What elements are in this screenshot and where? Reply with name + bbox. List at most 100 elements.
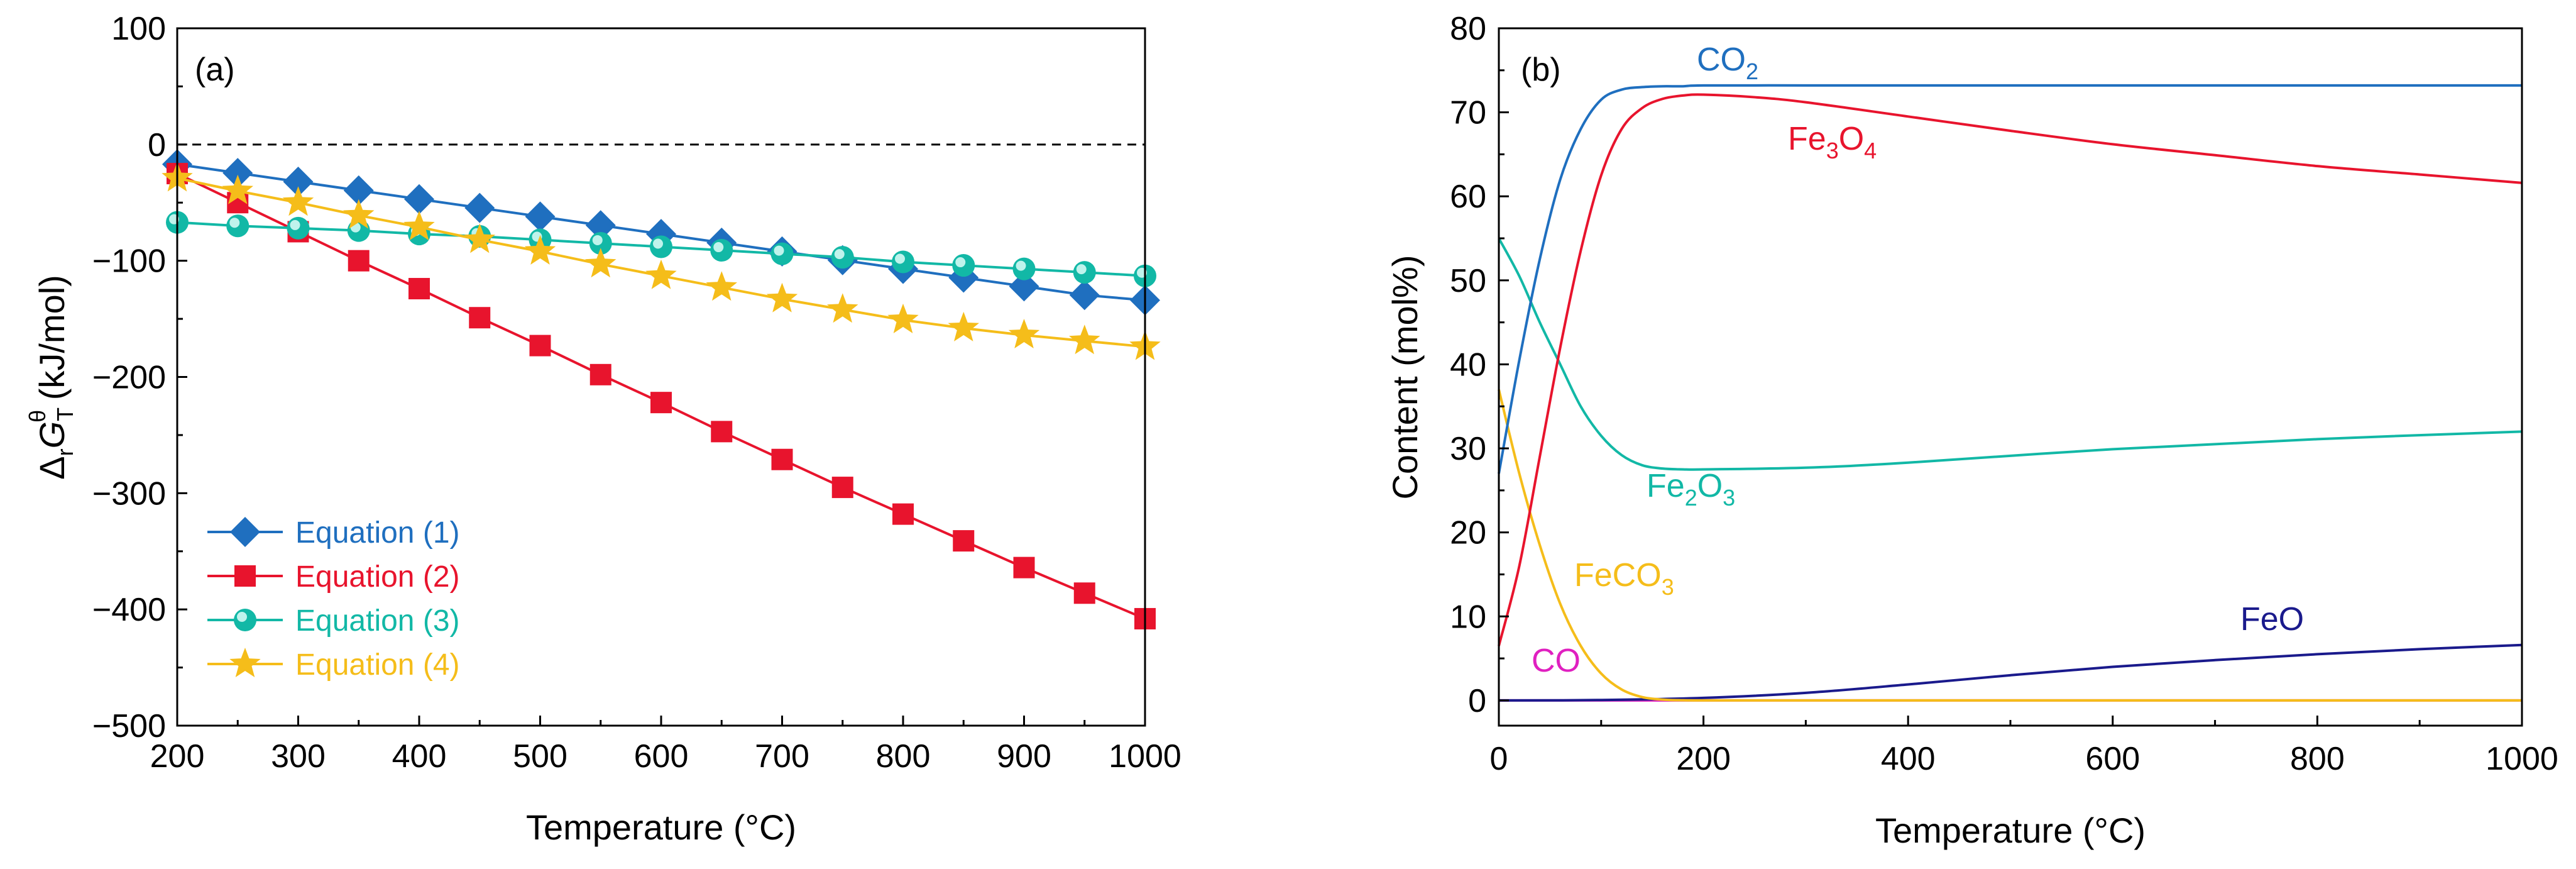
b-y-tick-label-0: 0	[1468, 683, 1486, 719]
series-2-marker	[1013, 556, 1035, 578]
series-1-marker	[585, 210, 616, 241]
label-fe2o3-mid: O	[1697, 468, 1723, 504]
label-fe3o4-sub1: 3	[1826, 138, 1839, 163]
legend-marker-3	[234, 609, 256, 631]
series-3-marker	[1012, 257, 1036, 280]
series-4-marker	[827, 293, 858, 323]
series-4-marker	[948, 311, 979, 341]
legend-marker-3-highlight	[237, 612, 247, 622]
series-3-marker	[226, 214, 249, 238]
series-4	[162, 162, 1161, 360]
y-tick-label--500: −500	[92, 708, 166, 744]
panel-b-plot-frame	[1498, 27, 2523, 727]
series-4-marker	[464, 223, 495, 253]
series-3-marker	[589, 231, 612, 255]
curve-fe3o4	[1498, 93, 2523, 646]
series-3-marker	[892, 250, 914, 274]
y-tick-label--400: −400	[92, 592, 166, 628]
label-co: CO	[1532, 643, 1581, 679]
series-4-marker	[1008, 319, 1040, 348]
series-2-marker	[953, 530, 975, 552]
series-3-marker-highlight	[895, 253, 905, 264]
series-1	[162, 149, 1160, 316]
series-4-marker	[524, 235, 556, 265]
series-2-marker	[1073, 582, 1095, 604]
x-tick-label-500: 500	[513, 738, 567, 775]
curve-feco3	[1498, 389, 2522, 702]
legend-entry-1: Equation (1)	[207, 516, 460, 550]
label-fe2o3-sub2: 3	[1723, 485, 1735, 511]
y-tick-label--300: −300	[92, 475, 166, 512]
series-3-marker	[831, 246, 854, 269]
series-1-marker	[222, 158, 253, 189]
series-3-marker-highlight	[955, 257, 966, 268]
b-x-tick-label-0: 0	[1490, 741, 1508, 777]
panel-b-series	[1498, 84, 2523, 702]
b-x-tick-label-800: 800	[2290, 741, 2345, 777]
y-tick-label--200: −200	[92, 360, 166, 396]
series-3-marker	[770, 242, 794, 265]
y-title-delta: Δ	[32, 456, 72, 479]
panel-a-x-axis-title: Temperature (°C)	[526, 807, 796, 847]
b-x-tick-label-1000: 1000	[2486, 741, 2558, 777]
x-tick-label-1000: 1000	[1109, 738, 1181, 775]
series-2-marker	[469, 307, 491, 329]
label-fe2o3-sub1: 2	[1685, 485, 1697, 511]
series-1-marker	[1069, 280, 1100, 311]
y-title-g: G	[32, 421, 72, 449]
series-4-marker	[766, 282, 798, 313]
series-2-marker	[892, 503, 914, 525]
label-fe2o3-main: Fe	[1647, 468, 1685, 504]
label-co2-sub: 2	[1746, 58, 1758, 84]
b-y-tick-label-70: 70	[1450, 95, 1486, 131]
series-2-marker	[589, 363, 611, 385]
b-y-tick-label-50: 50	[1450, 263, 1486, 299]
y-tick-label-100: 100	[111, 11, 166, 47]
legend-label-2: Equation (2)	[295, 560, 460, 594]
series-3-marker	[650, 235, 672, 258]
series-3-marker	[952, 254, 975, 277]
series-2-marker	[831, 477, 853, 499]
series-3-marker-highlight	[229, 218, 240, 228]
series-4-marker	[887, 303, 919, 333]
series-2-marker	[650, 392, 672, 414]
legend-marker-1	[230, 517, 260, 547]
y-title-unit: (kJ/mol)	[32, 275, 72, 410]
series-3	[166, 211, 1156, 287]
series-3-marker-highlight	[1076, 264, 1087, 275]
panel-a-ticks: 200 300 400 500 600 700 800 900 10001000−100−200…	[92, 11, 1181, 775]
series-1-marker	[525, 201, 556, 232]
label-fe3o4-main: Fe	[1788, 121, 1826, 157]
series-1-marker	[1009, 271, 1039, 302]
series-2-marker	[771, 448, 793, 470]
legend-label-3: Equation (3)	[295, 604, 460, 638]
b-x-tick-label-200: 200	[1676, 741, 1731, 777]
panel-b-y-axis-title: Content (mol%)	[1385, 255, 1425, 499]
panel-b-ticks: 0 200 400 600 800 1000 0 10 20 30 40 50 60 70 80	[1450, 11, 2558, 777]
series-4-marker	[343, 199, 375, 229]
curve-feo	[1498, 643, 2523, 702]
label-co2: CO2	[1697, 42, 1758, 84]
series-1-marker	[464, 192, 495, 223]
series-4-marker	[706, 271, 737, 301]
label-fe3o4: Fe3O4	[1788, 121, 1877, 163]
label-feco3: FeCO3	[1574, 557, 1674, 600]
series-3-marker-highlight	[653, 238, 663, 249]
panel-a-legend: Equation (1) Equation (2) Equation (3) Equa…	[207, 516, 460, 682]
label-feo: FeO	[2240, 601, 2304, 638]
panel-a-y-axis-title: ΔrGTθ (kJ/mol)	[25, 275, 78, 480]
legend-entry-3: Equation (3)	[207, 604, 460, 638]
x-tick-label-800: 800	[876, 738, 931, 775]
panel-a-series	[162, 149, 1161, 629]
b-x-tick-label-600: 600	[2085, 741, 2140, 777]
x-tick-label-300: 300	[271, 738, 326, 775]
y-tick-label--100: −100	[92, 243, 166, 280]
b-y-tick-label-10: 10	[1450, 599, 1486, 635]
series-3-marker-highlight	[592, 235, 603, 245]
panel-b-tag: (b)	[1521, 52, 1561, 88]
x-tick-label-400: 400	[392, 738, 447, 775]
y-title-sup-theta: θ	[25, 410, 50, 423]
series-1-marker	[404, 184, 434, 214]
series-2-marker	[711, 421, 733, 443]
